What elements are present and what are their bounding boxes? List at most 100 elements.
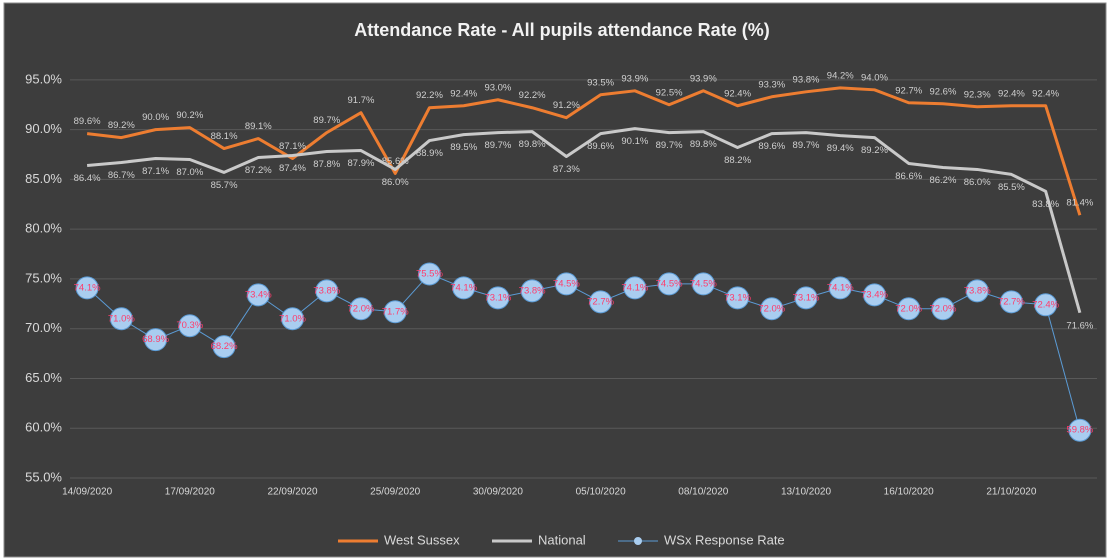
data-label: 89.2% [861, 145, 888, 156]
x-tick-label: 22/09/2020 [267, 487, 317, 498]
data-label: 86.0% [964, 177, 991, 188]
data-label: 87.1% [279, 141, 306, 152]
data-label: 81.4% [1066, 198, 1093, 209]
chart-background [3, 2, 1107, 558]
data-label: 74.1% [74, 282, 101, 293]
data-label: 93.9% [621, 73, 648, 84]
data-label: 73.1% [484, 292, 511, 303]
data-label: 86.2% [929, 175, 956, 186]
data-label: 90.1% [621, 136, 648, 147]
data-label: 87.4% [279, 163, 306, 174]
marker [417, 262, 441, 286]
data-label: 83.8% [1032, 199, 1059, 210]
data-label: 85.7% [211, 180, 238, 191]
data-label: 68.9% [142, 334, 169, 345]
marker [1068, 418, 1092, 442]
marker [726, 286, 750, 310]
y-tick-label: 65.0% [25, 370, 62, 385]
data-label: 89.7% [793, 140, 820, 151]
data-label: 86.7% [108, 170, 135, 181]
y-tick-label: 85.0% [25, 171, 62, 186]
legend-label: West Sussex [384, 532, 460, 547]
y-tick-label: 95.0% [25, 71, 62, 86]
marker [281, 307, 305, 331]
marker [212, 335, 236, 359]
data-label: 94.0% [861, 72, 888, 83]
data-label: 86.4% [74, 173, 101, 184]
data-label: 88.2% [724, 155, 751, 166]
x-tick-label: 16/10/2020 [884, 487, 934, 498]
data-label: 89.7% [656, 140, 683, 151]
marker [862, 283, 886, 307]
data-label: 89.6% [758, 141, 785, 152]
y-tick-label: 75.0% [25, 270, 62, 285]
marker [760, 297, 784, 321]
data-label: 73.8% [964, 285, 991, 296]
data-label: 93.3% [758, 79, 785, 90]
marker [554, 272, 578, 296]
data-label: 74.5% [553, 278, 580, 289]
data-label: 92.4% [998, 88, 1025, 99]
data-label: 87.0% [176, 167, 203, 178]
marker [109, 307, 133, 331]
data-label: 71.0% [279, 313, 306, 324]
data-label: 89.8% [519, 139, 546, 150]
data-label: 92.4% [724, 88, 751, 99]
legend-label: National [538, 532, 586, 547]
marker [383, 300, 407, 324]
marker [931, 297, 955, 321]
data-label: 72.0% [348, 303, 375, 314]
data-label: 72.0% [895, 303, 922, 314]
data-label: 92.4% [1032, 88, 1059, 99]
data-label: 92.7% [895, 85, 922, 96]
data-label: 72.4% [1032, 299, 1059, 310]
marker [144, 328, 168, 352]
data-label: 93.8% [793, 74, 820, 85]
data-label: 74.5% [690, 278, 717, 289]
data-label: 94.2% [827, 70, 854, 81]
marker [349, 297, 373, 321]
legend-label: WSx Response Rate [664, 532, 785, 547]
data-label: 74.1% [450, 282, 477, 293]
y-tick-label: 70.0% [25, 320, 62, 335]
data-label: 92.2% [519, 90, 546, 101]
data-label: 59.8% [1066, 425, 1093, 436]
data-label: 89.6% [74, 116, 101, 127]
data-label: 73.4% [245, 289, 272, 300]
marker [589, 290, 613, 314]
data-label: 88.1% [211, 131, 238, 142]
data-label: 73.8% [313, 285, 340, 296]
data-label: 91.2% [553, 100, 580, 111]
data-label: 89.4% [827, 143, 854, 154]
data-label: 87.1% [142, 166, 169, 177]
data-label: 92.3% [964, 89, 991, 100]
data-label: 68.2% [211, 341, 238, 352]
marker [178, 314, 202, 338]
marker [452, 276, 476, 300]
x-tick-label: 05/10/2020 [576, 487, 626, 498]
data-label: 73.8% [519, 285, 546, 296]
data-label: 71.7% [382, 306, 409, 317]
marker [315, 279, 339, 303]
data-label: 72.7% [587, 296, 614, 307]
data-label: 71.0% [108, 313, 135, 324]
data-label: 70.3% [176, 320, 203, 331]
marker [1034, 293, 1058, 317]
data-label: 75.5% [416, 268, 443, 279]
marker [691, 272, 715, 296]
data-label: 92.2% [416, 90, 443, 101]
data-label: 73.4% [861, 289, 888, 300]
x-tick-label: 14/09/2020 [62, 487, 112, 498]
x-tick-label: 08/10/2020 [678, 487, 728, 498]
data-label: 74.1% [827, 282, 854, 293]
data-label: 91.7% [348, 95, 375, 106]
data-label: 89.6% [587, 141, 614, 152]
data-label: 93.9% [690, 73, 717, 84]
y-tick-label: 80.0% [25, 221, 62, 236]
data-label: 87.9% [348, 158, 375, 169]
data-label: 92.6% [929, 86, 956, 97]
x-tick-label: 13/10/2020 [781, 487, 831, 498]
y-tick-label: 90.0% [25, 121, 62, 136]
marker [897, 297, 921, 321]
data-label: 86.0% [382, 177, 409, 188]
